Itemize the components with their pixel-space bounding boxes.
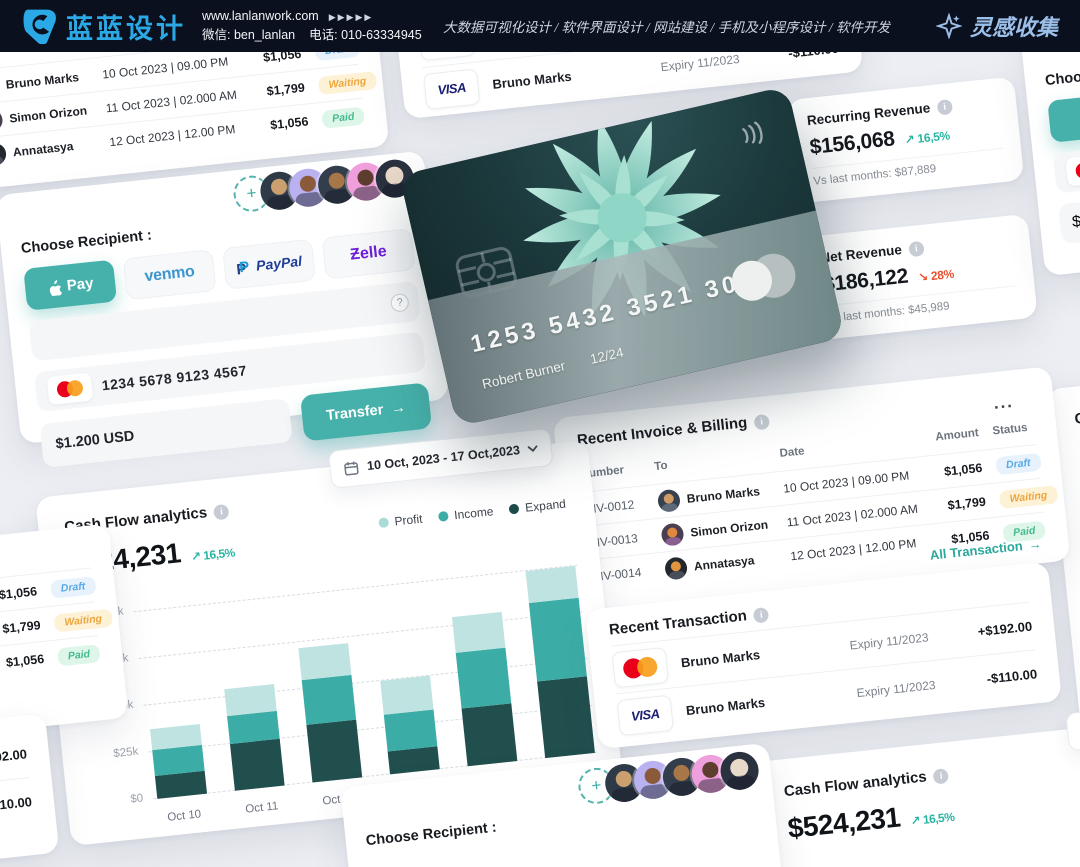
transaction-card-left-partial: All Transaction→ Bruno Marks +$192.00 VI… — [0, 713, 60, 867]
info-icon: i — [753, 413, 770, 431]
contact-block: www.lanlanwork.com ▶▶▶▶▶ 微信: ben_lanlan 电话… — [202, 7, 422, 45]
avatar — [660, 521, 685, 547]
collect-block: 灵感收集 — [935, 10, 1058, 42]
cashflow-card-bottom-partial: 10 Oct, 2023 - 17 Oct,2023 Cash Flow ana… — [754, 692, 1080, 867]
logo-block: 蓝蓝设计 — [22, 7, 186, 46]
bar-segment-expand — [229, 738, 285, 791]
bar-segment-expand — [306, 719, 363, 783]
expand-dot — [508, 503, 520, 515]
recurring-revenue-card: Recurring Revenue i $156,068 ↗ 16,5% Vs la… — [786, 76, 1025, 204]
bar-segment-profit — [525, 565, 579, 603]
apple-icon — [49, 279, 62, 297]
mastercard-chip — [46, 372, 94, 405]
x-axis-label: Oct 11 — [244, 800, 279, 816]
bar-segment-expand — [461, 703, 518, 767]
mastercard-icon — [1075, 161, 1080, 180]
transfer-button[interactable]: Transfer → — [299, 382, 433, 442]
delta-down: ↘ 28% — [917, 266, 955, 285]
venmo-button[interactable]: venmo — [122, 249, 217, 301]
sparkle-icon — [935, 13, 962, 39]
contactless-icon — [742, 121, 763, 144]
bar-segment-income — [383, 709, 438, 752]
website-url: www.lanlanwork.com — [202, 9, 319, 24]
delta-up: ↗ 16,5% — [190, 545, 236, 564]
card-chip-icon — [455, 247, 517, 298]
services-list: 大数据可视化设计 / 软件界面设计 / 网站建设 / 手机及小程序设计 / 软件… — [442, 20, 890, 35]
collect-text: 灵感收集 — [969, 15, 1058, 40]
phone-number: 电话: 010-63334945 — [309, 28, 422, 42]
chevron-down-icon — [527, 444, 538, 452]
bar-segment-income — [227, 710, 280, 744]
card-menu-button[interactable]: ··· — [993, 396, 1015, 418]
info-icon: i — [908, 240, 925, 258]
cashflow-card: 10 Oct, 2023 - 17 Oct,2023 Cash Flow ana… — [35, 427, 624, 847]
amount-field[interactable]: $1.200 USD — [39, 397, 293, 468]
avatar — [656, 488, 682, 513]
x-axis-label: Oct 10 — [166, 808, 202, 824]
stat-title: Net Revenue — [819, 242, 903, 266]
apple-pay-button[interactable]: Pay — [23, 259, 118, 311]
avatar — [663, 555, 689, 580]
visa-icon: VISA — [630, 705, 661, 724]
profit-dot — [378, 517, 390, 529]
visa-chip: VISA — [422, 67, 481, 110]
wechat-id: 微信: ben_lanlan — [202, 28, 296, 42]
mastercard-icon — [56, 379, 84, 398]
bar-segment-profit — [224, 683, 277, 716]
stat-title: Recurring Revenue — [806, 100, 931, 129]
arrow-decor: ▶▶▶▶▶ — [328, 12, 374, 23]
zelle-button[interactable]: Ƶelle — [321, 228, 416, 280]
delta-up: ↗ 16,5% — [904, 128, 951, 148]
bar-segment-profit — [298, 642, 352, 680]
succulent-plant-image — [523, 119, 721, 317]
status-badge: Draft — [995, 452, 1042, 475]
bar-segment-income — [528, 597, 587, 682]
income-dot — [437, 510, 449, 522]
status-badge: Paid — [321, 106, 366, 129]
lanlan-logo-icon — [23, 9, 56, 44]
bar-segment-profit — [451, 611, 506, 654]
status-badge: Waiting — [998, 484, 1059, 509]
visa-icon: VISA — [436, 79, 467, 98]
bar-segment-income — [301, 674, 357, 725]
logo-text: 蓝蓝设计 — [66, 13, 186, 44]
avatar — [0, 141, 8, 166]
help-icon[interactable]: ? — [389, 292, 410, 313]
calendar-icon — [344, 461, 359, 475]
info-icon: i — [936, 99, 953, 116]
promo-banner: 蓝蓝设计 www.lanlanwork.com ▶▶▶▶▶ 微信: ben_lan… — [0, 0, 1080, 52]
stat-compare: Vs last months: $45,989 — [826, 300, 951, 326]
mastercard-icon — [622, 655, 658, 678]
bar-segment-income — [152, 745, 205, 777]
avatar — [0, 107, 4, 133]
info-icon: i — [753, 606, 770, 624]
credit-card: 1253 5432 3521 3090 Robert Burner 12/24 — [399, 85, 846, 427]
bar-segment-expand — [537, 676, 595, 759]
bar-segment-profit — [380, 675, 434, 715]
date-range-picker[interactable]: 10 Oct, 2023 - 17 Oct,2023 — [328, 427, 554, 489]
info-icon: i — [213, 503, 230, 521]
status-badge: Waiting — [317, 70, 378, 95]
stat-compare: Vs last months: $87,889 — [812, 163, 937, 188]
bar-segment-income — [455, 647, 512, 709]
